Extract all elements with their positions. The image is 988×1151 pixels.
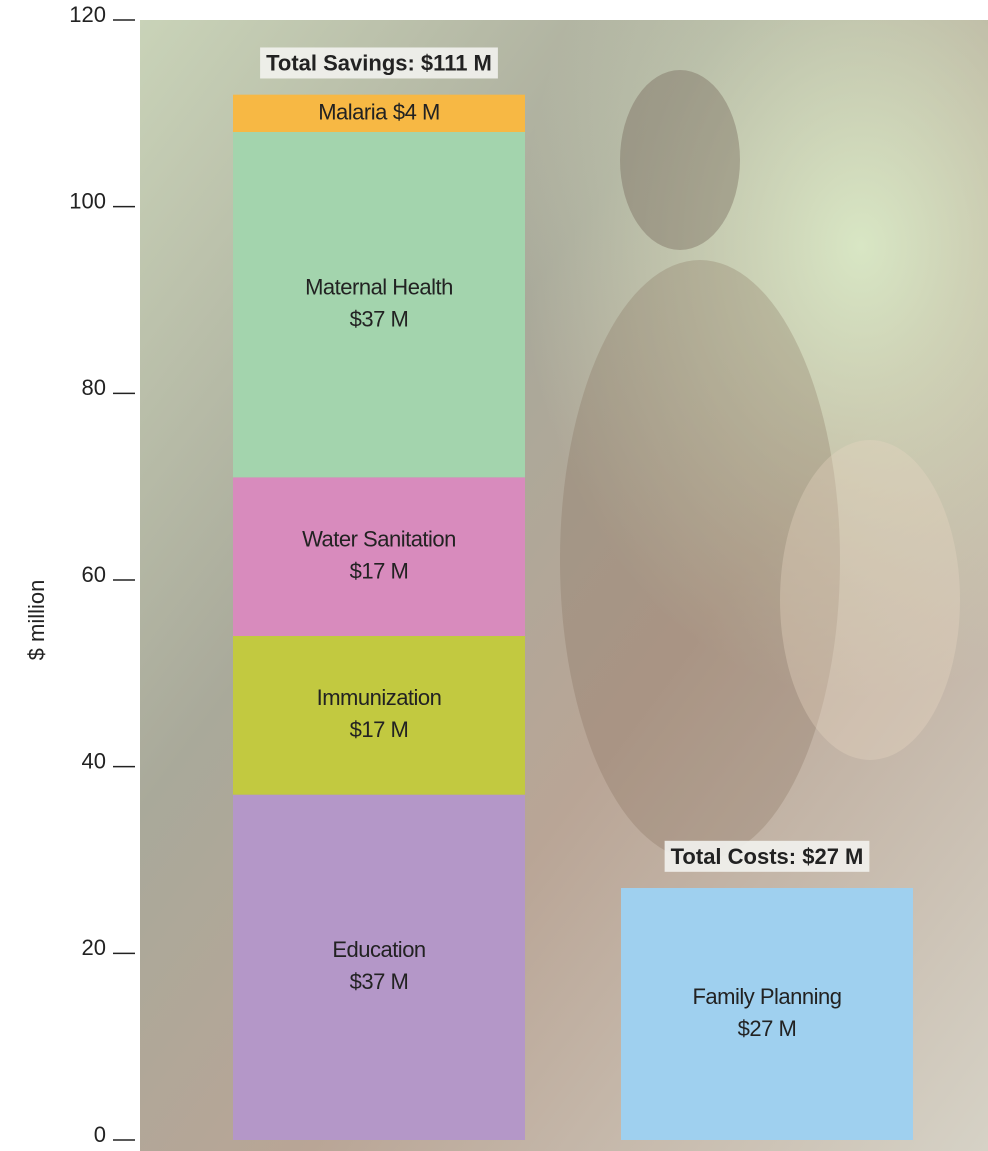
segment-value: $37 M bbox=[350, 969, 409, 994]
photo-figure bbox=[620, 70, 740, 250]
segment-name: Malaria bbox=[318, 99, 388, 124]
y-tick-label: 60 bbox=[82, 562, 106, 587]
y-tick-label: 20 bbox=[82, 935, 106, 960]
annotation: Total Savings: $111 M bbox=[266, 50, 492, 75]
annotation-background bbox=[664, 840, 870, 872]
bar-segment bbox=[233, 477, 525, 636]
photo-figure bbox=[780, 440, 960, 760]
bar-segment bbox=[621, 888, 913, 1140]
segment-value: $27 M bbox=[738, 1016, 797, 1041]
y-tick-label: 100 bbox=[69, 188, 106, 213]
segment-value: $37 M bbox=[350, 306, 409, 331]
segment-value: $4 M bbox=[393, 99, 440, 124]
photo-figure bbox=[560, 260, 840, 860]
bar-segment bbox=[233, 636, 525, 795]
y-axis-label: $ million bbox=[24, 580, 49, 661]
segment-name: Education bbox=[332, 937, 425, 962]
bar-segment bbox=[233, 132, 525, 478]
y-tick-label: 80 bbox=[82, 375, 106, 400]
y-tick-label: 120 bbox=[69, 2, 106, 27]
segment-label: Malaria $4 M bbox=[318, 99, 440, 124]
segment-name: Maternal Health bbox=[305, 274, 453, 299]
bar-segment bbox=[233, 794, 525, 1140]
segment-name: Family Planning bbox=[692, 984, 841, 1009]
bar-segment bbox=[233, 94, 525, 132]
segment-value: $17 M bbox=[350, 558, 409, 583]
annotation: Total Costs: $27 M bbox=[671, 844, 864, 869]
segment-name: Water Sanitation bbox=[302, 526, 456, 551]
segment-value: $17 M bbox=[350, 717, 409, 742]
y-tick-label: 0 bbox=[94, 1122, 106, 1147]
y-tick-label: 40 bbox=[82, 748, 106, 773]
annotation-background bbox=[260, 47, 498, 79]
segment-name: Immunization bbox=[317, 685, 442, 710]
